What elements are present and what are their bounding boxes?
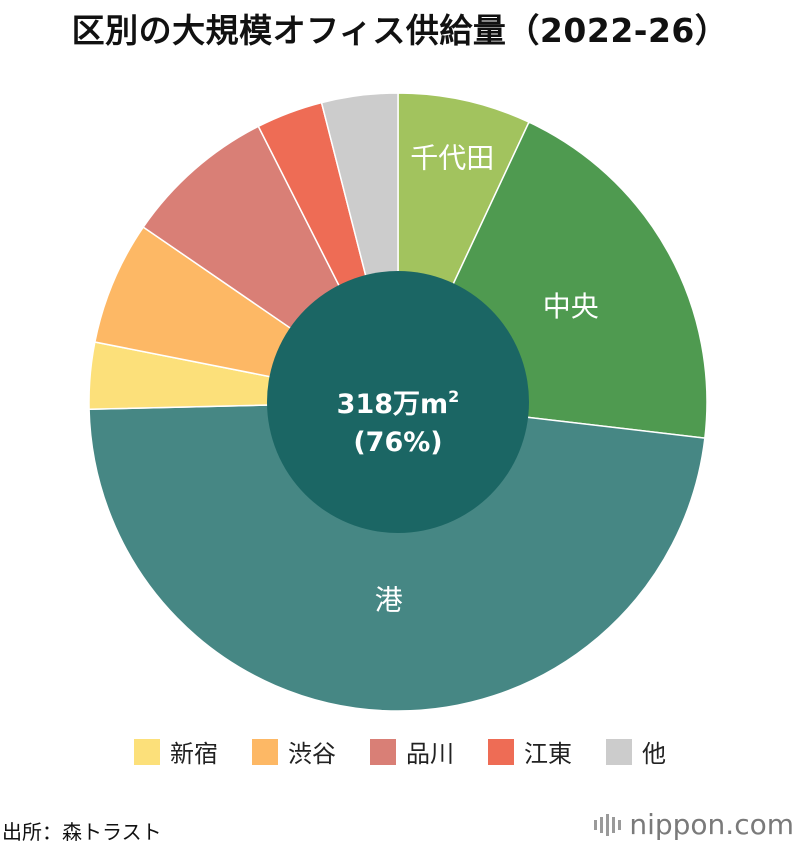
pie-slice-minato	[88, 401, 706, 712]
center-total-circle	[267, 271, 529, 533]
center-value-label: 318万m2	[337, 387, 460, 420]
legend-swatch-other	[606, 738, 632, 765]
legend-item-other: 他	[606, 734, 666, 769]
legend-label-other: 他	[642, 740, 666, 768]
legend-item-shibuya: 渋谷	[252, 734, 336, 769]
source-note: 出所：森トラスト	[2, 820, 162, 844]
legend-swatch-shinagawa	[370, 738, 396, 765]
nippon-logo-suffix: .com	[725, 808, 794, 841]
center-value-superscript: 2	[448, 387, 459, 406]
center-percent-label: (76%)	[353, 427, 442, 458]
slice-label-chuo: 中央	[543, 290, 599, 323]
nippon-logo-name: nippon	[629, 808, 726, 841]
legend: 新宿 渋谷 品川 江東 他	[0, 734, 800, 769]
legend-swatch-shibuya	[252, 738, 278, 765]
legend-swatch-koto	[488, 738, 514, 765]
legend-label-shinjuku: 新宿	[170, 740, 218, 768]
legend-item-shinagawa: 品川	[370, 734, 454, 769]
slice-label-minato: 港	[375, 584, 403, 617]
legend-item-shinjuku: 新宿	[134, 734, 218, 769]
nippon-logo[interactable]: nippon .com	[594, 808, 794, 841]
nippon-logo-icon	[594, 812, 622, 838]
chart-title: 区別の大規模オフィス供給量（2022-26）	[71, 11, 729, 50]
legend-label-koto: 江東	[524, 740, 572, 768]
legend-label-shinagawa: 品川	[406, 740, 454, 768]
legend-label-shibuya: 渋谷	[288, 740, 336, 768]
legend-swatch-shinjuku	[134, 738, 160, 765]
legend-item-koto: 江東	[488, 734, 572, 769]
slice-label-chiyoda: 千代田	[410, 142, 494, 175]
